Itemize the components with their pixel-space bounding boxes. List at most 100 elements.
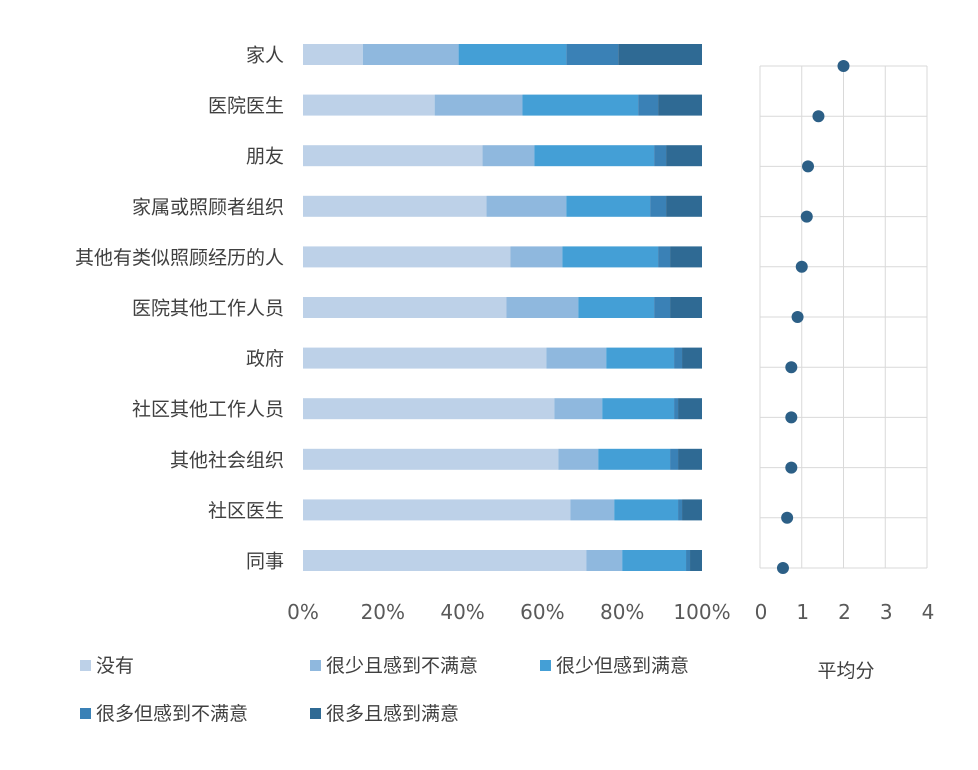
category-label: 朋友 (246, 146, 284, 168)
dot-point (791, 311, 804, 323)
dot-point (795, 260, 808, 273)
category-label: 社区其他工作人员 (132, 399, 284, 421)
bar-segment (670, 448, 679, 470)
bar-segment (678, 448, 702, 470)
bar-segment (678, 499, 683, 521)
category-labels: 家人医院医生朋友家属或照顾者组织其他有类似照顾经历的人医院其他工作人员政府社区其… (75, 45, 284, 573)
dot-x-axis-ticks: 0 1 2 3 4 (755, 600, 935, 624)
bar-segment (586, 550, 623, 571)
legend-swatch (310, 660, 321, 671)
dot-point (781, 511, 794, 524)
bar-segment (303, 448, 559, 470)
bar-segment (666, 145, 702, 167)
bar-segment (562, 246, 659, 268)
bar-segment (506, 297, 579, 318)
bar-segment (303, 499, 571, 521)
bar-segment (622, 550, 687, 571)
bar-segment (670, 246, 702, 268)
dot-x-tick-label: 1 (796, 600, 809, 624)
bar-segment (650, 195, 667, 217)
bar-x-tick-label: 20% (361, 600, 405, 624)
bar-segment (654, 297, 671, 318)
category-label: 社区医生 (208, 500, 284, 522)
bar-segment (303, 297, 507, 318)
dot-x-tick-label: 0 (755, 600, 768, 624)
bar-segment (303, 246, 511, 268)
dot-point (812, 110, 825, 123)
bar-segment (638, 94, 659, 116)
bar-segment (658, 94, 702, 116)
bar-x-tick-label: 80% (600, 600, 644, 624)
bar-segment (686, 550, 691, 571)
bar-x-tick-label: 100% (673, 600, 730, 624)
dot-plot-grid (759, 65, 928, 569)
category-label: 其他有类似照顾经历的人 (75, 247, 284, 269)
bar-segment (303, 195, 487, 217)
bar-segment (690, 550, 702, 571)
bar-segment (570, 499, 615, 521)
dot-point (785, 361, 798, 374)
bar-segment (303, 398, 555, 420)
bar-segment (554, 398, 603, 420)
dot-point (800, 210, 813, 223)
bar-segment (682, 347, 702, 369)
legend-swatch (310, 708, 321, 719)
bar-segment (618, 44, 702, 65)
legend-swatch (80, 660, 91, 671)
bar-segment (510, 246, 563, 268)
bar-segment (670, 297, 702, 318)
legend-label: 很少且感到不满意 (326, 655, 478, 677)
bar-segment (434, 94, 523, 116)
bar-segment (522, 94, 639, 116)
bar-segment (578, 297, 655, 318)
bar-x-axis-ticks: 0% 20% 40% 60% 80% 100% (287, 600, 730, 624)
legend-label: 很少但感到满意 (556, 655, 689, 677)
bar-segment (602, 398, 675, 420)
bar-x-tick-label: 60% (520, 600, 564, 624)
bar-segment (682, 499, 702, 521)
dot-plot-points (776, 60, 850, 574)
dot-point (776, 562, 789, 574)
category-label: 政府 (246, 348, 284, 370)
bar-segment (566, 195, 651, 217)
bar-segment (303, 347, 547, 369)
bar-x-tick-label: 0% (287, 600, 319, 624)
bar-segment (482, 145, 535, 167)
legend-swatch (80, 708, 91, 719)
bar-segment (546, 347, 607, 369)
bar-segment (674, 347, 683, 369)
category-label: 家属或照顾者组织 (132, 196, 284, 218)
bar-segment (303, 94, 435, 116)
category-label: 医院医生 (208, 95, 284, 117)
bar-x-tick-label: 40% (440, 600, 484, 624)
bar-segment (606, 347, 675, 369)
legend-label: 很多但感到不满意 (96, 703, 248, 725)
dot-point (785, 461, 798, 474)
category-label: 医院其他工作人员 (132, 298, 284, 320)
dot-point (802, 160, 815, 173)
bar-segment (654, 145, 667, 167)
dot-plot-x-label: 平均分 (817, 660, 874, 682)
category-label: 其他社会组织 (170, 449, 284, 471)
stacked-bars (303, 44, 702, 571)
dot-x-tick-label: 3 (880, 600, 893, 624)
bar-segment (614, 499, 679, 521)
bar-segment (303, 44, 363, 65)
dot-x-tick-label: 4 (922, 600, 935, 624)
bar-segment (458, 44, 567, 65)
bar-segment (666, 195, 702, 217)
bar-segment (534, 145, 655, 167)
bar-segment (598, 448, 671, 470)
legend-label: 很多且感到满意 (326, 703, 459, 725)
bar-segment (303, 550, 587, 571)
dot-x-tick-label: 2 (838, 600, 851, 624)
category-label: 同事 (246, 551, 284, 573)
dot-point (837, 60, 850, 72)
bar-segment (566, 44, 619, 65)
bar-segment (486, 195, 567, 217)
bar-segment (674, 398, 679, 420)
legend-label: 没有 (96, 655, 134, 677)
category-label: 家人 (246, 45, 284, 67)
